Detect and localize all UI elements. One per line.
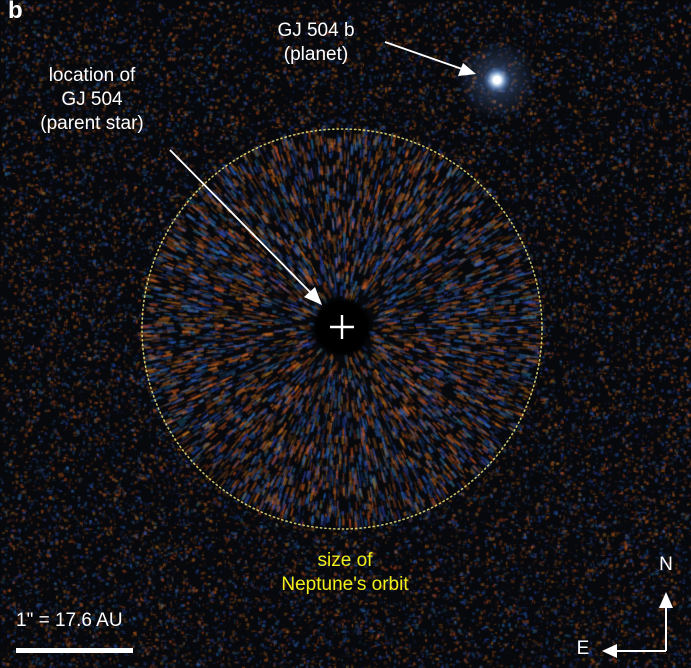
star-arrow [169,149,322,305]
star-label-line-1: location of [48,65,136,86]
neptune-orbit-circle [141,128,543,530]
scale-bar-label: 1" = 17.6 AU [16,610,123,631]
star-label-line-2: GJ 504 [61,89,123,110]
star-location-label: location of GJ 504 (parent star) [12,64,172,136]
compass-arrows-icon [602,592,673,658]
panel-label: b [8,0,23,24]
orbit-label-line-1: size of [317,550,373,571]
compass-east-label: E [576,638,590,659]
star-label-line-3: (parent star) [40,113,144,134]
plus-icon [330,315,354,339]
orbit-label: size of Neptune's orbit [235,549,455,597]
orbit-label-line-2: Neptune's orbit [281,574,409,595]
planet-label: GJ 504 b (planet) [236,19,396,67]
planet-label-line-1: GJ 504 b [277,20,355,41]
planet-gj504b [483,66,511,94]
planet-label-line-2: (planet) [283,44,349,65]
planet-arrow [384,41,476,76]
scale-bar [16,648,133,653]
parent-star-marker [311,296,373,358]
compass-north-label: N [659,554,673,575]
